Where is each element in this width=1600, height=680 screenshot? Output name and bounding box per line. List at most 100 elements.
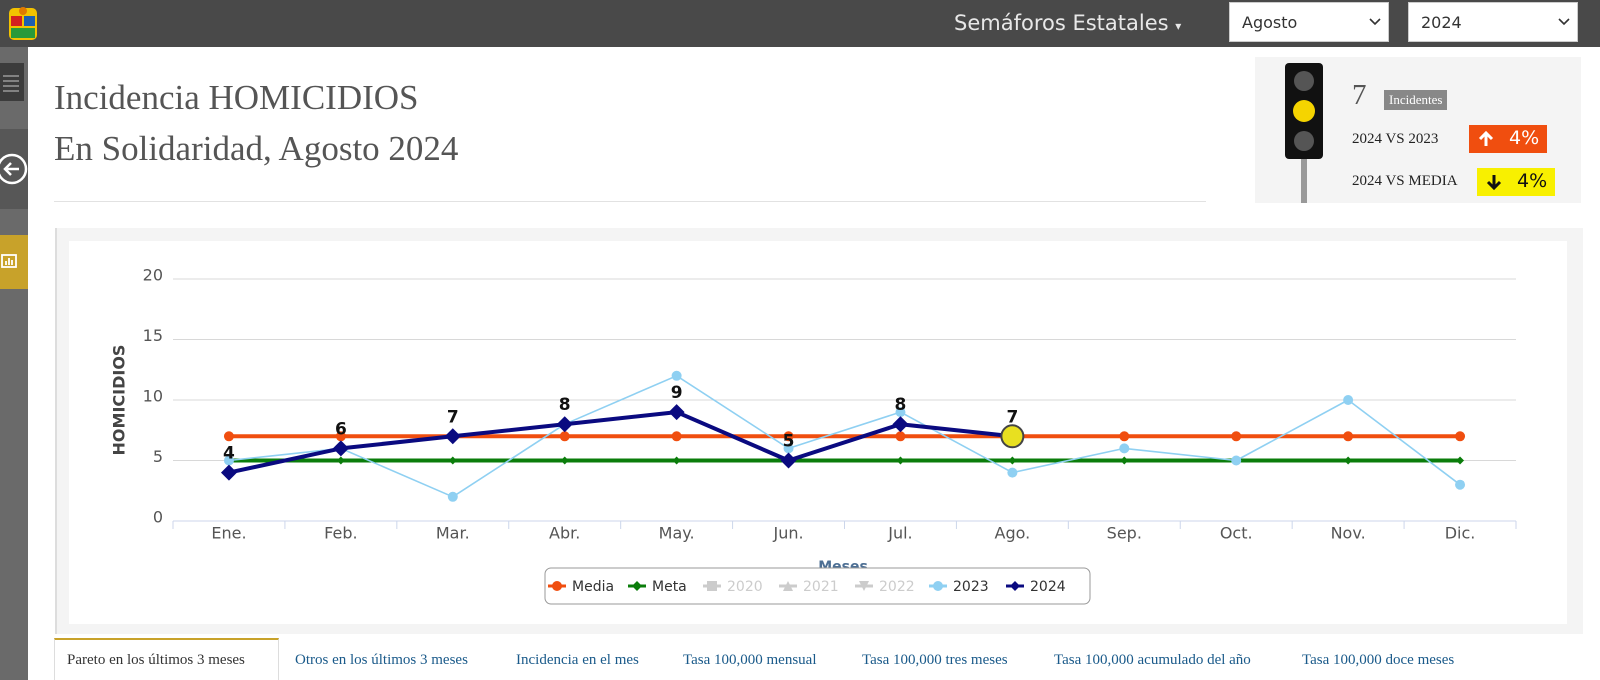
nav-title[interactable]: Semáforos Estatales ▾ xyxy=(954,11,1182,35)
x-tick-label: May. xyxy=(659,524,695,543)
tab[interactable]: Tasa 100,000 mensual xyxy=(683,652,817,668)
legend-item[interactable]: 2021 xyxy=(779,579,839,595)
point xyxy=(896,456,905,465)
legend-item[interactable]: 2023 xyxy=(929,579,989,595)
point xyxy=(672,456,681,465)
compare-mean-change: 4% xyxy=(1517,170,1548,192)
x-tick-label: Ago. xyxy=(995,524,1031,543)
compare-prev-label: 2024 VS 2023 xyxy=(1352,131,1439,147)
nav-title-text[interactable]: Semáforos Estatales xyxy=(954,11,1169,35)
point xyxy=(859,581,869,591)
point xyxy=(1007,467,1018,478)
chart: 0 5 10 15 20 Ene. Feb. Mar. Abr. May. Jun. Jul. Ago.… xyxy=(110,266,1517,605)
legend-item[interactable]: 2020 xyxy=(703,579,763,595)
point xyxy=(783,443,794,454)
back-icon xyxy=(0,153,28,185)
y-tick-label: 15 xyxy=(143,326,163,345)
point xyxy=(1120,456,1129,465)
y-tick-label: 10 xyxy=(143,387,163,406)
legend-item[interactable]: Meta xyxy=(628,579,687,595)
x-tick-label: Dic. xyxy=(1445,524,1476,543)
point xyxy=(1119,431,1130,442)
compare-prev-change: 4% xyxy=(1509,127,1540,149)
x-tick-label: Jun. xyxy=(772,524,803,543)
point xyxy=(447,491,458,502)
x-tick-label: Mar. xyxy=(436,524,470,543)
point xyxy=(707,581,717,591)
point xyxy=(1008,456,1017,465)
point xyxy=(671,431,682,442)
series-line xyxy=(228,375,1461,498)
incident-badge: Incidentes xyxy=(1384,90,1448,110)
point xyxy=(1455,431,1466,442)
legend-box xyxy=(544,567,1091,605)
tab[interactable]: Tasa 100,000 acumulado del año xyxy=(1054,652,1251,668)
point xyxy=(671,370,682,381)
point xyxy=(448,456,457,465)
point xyxy=(895,431,906,442)
point xyxy=(895,407,906,418)
compare-prev-box: 4% xyxy=(1469,125,1547,153)
point xyxy=(336,456,345,465)
y-axis-label: HOMICIDIOS xyxy=(110,345,129,456)
traffic-light xyxy=(1285,63,1323,203)
data-label: 8 xyxy=(559,395,571,415)
point xyxy=(1231,431,1242,442)
year-select[interactable]: 2024 xyxy=(1408,2,1578,42)
tab[interactable]: Incidencia en el mes xyxy=(516,652,639,668)
point xyxy=(223,431,234,442)
point xyxy=(559,431,570,442)
chart-icon xyxy=(1,254,17,268)
point xyxy=(632,581,642,591)
tab[interactable]: Tasa 100,000 tres meses xyxy=(862,652,1008,668)
tab[interactable]: Otros en los últimos 3 meses xyxy=(295,652,468,668)
x-tick-label: Oct. xyxy=(1220,524,1253,543)
back-button[interactable] xyxy=(0,129,28,209)
y-tick-label: 5 xyxy=(153,447,163,466)
point xyxy=(668,404,685,421)
data-label: 5 xyxy=(783,432,795,452)
data-label: 7 xyxy=(447,407,459,427)
chart-card xyxy=(69,241,1567,624)
data-label: 8 xyxy=(895,395,907,415)
point xyxy=(1343,431,1354,442)
legend-label: Meta xyxy=(652,579,687,595)
navbar: Semáforos Estatales ▾ Agosto 2024 xyxy=(0,0,1600,47)
data-label: 7 xyxy=(1006,407,1018,427)
point xyxy=(1343,395,1354,405)
month-select[interactable]: Agosto xyxy=(1229,2,1389,42)
legend-item[interactable]: Media xyxy=(548,579,614,595)
point xyxy=(335,431,346,442)
point xyxy=(220,464,237,481)
point xyxy=(1344,456,1353,465)
point xyxy=(223,455,234,466)
legend-label: 2022 xyxy=(879,579,915,595)
point xyxy=(332,440,349,457)
legend-item[interactable]: 2022 xyxy=(855,579,915,595)
point xyxy=(783,431,794,442)
tab[interactable]: Pareto en los últimos 3 meses xyxy=(67,652,245,668)
compare-mean-label: 2024 VS MEDIA xyxy=(1352,173,1458,189)
data-label: 9 xyxy=(671,383,683,403)
tab[interactable]: Tasa 100,000 doce meses xyxy=(1302,652,1455,668)
arrow-down xyxy=(1486,175,1502,191)
x-tick-label: Feb. xyxy=(324,524,357,543)
menu-button[interactable] xyxy=(0,63,24,101)
incident-count: 7 xyxy=(1352,79,1367,111)
point xyxy=(780,452,797,469)
summary-panel: 7 Incidentes 2024 VS 2023 4% 2024 VS MED… xyxy=(1255,57,1581,203)
y-tick-label: 0 xyxy=(153,508,163,527)
point xyxy=(933,581,943,591)
point xyxy=(552,581,562,591)
header-title: Incidencia HOMICIDIOS xyxy=(54,78,419,117)
legend-label: 2023 xyxy=(953,579,989,595)
sidebar xyxy=(0,47,28,680)
legend-label: 2020 xyxy=(727,579,763,595)
chart-button[interactable] xyxy=(0,235,28,289)
legend-item[interactable]: 2024 xyxy=(1006,579,1066,595)
data-label: 6 xyxy=(335,419,347,439)
chevron xyxy=(1369,18,1381,26)
point xyxy=(892,416,909,433)
legend-label: Media xyxy=(572,579,614,595)
